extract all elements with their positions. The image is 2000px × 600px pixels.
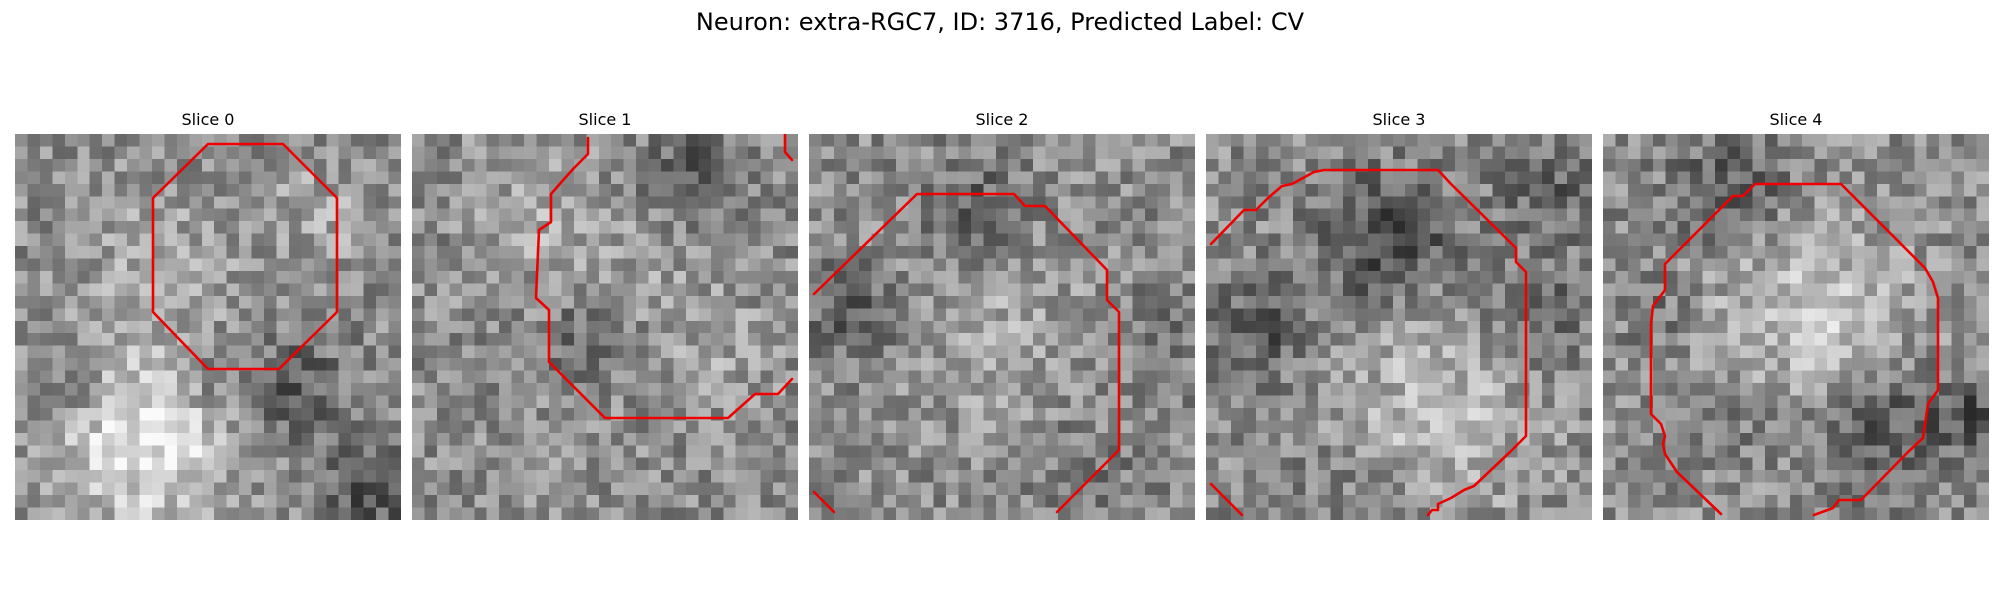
- segmentation-contour: [151, 142, 339, 371]
- figure-title: Neuron: extra-RGC7, ID: 3716, Predicted …: [695, 8, 1305, 36]
- grayscale-patch: [1206, 134, 1592, 520]
- slice-image-0: [15, 134, 401, 520]
- segmentation-contour: [812, 192, 1121, 514]
- slice-image-4: [1603, 134, 1989, 520]
- segmentation-contour: [534, 134, 794, 420]
- slice-panel-3: Slice 3: [1206, 108, 1592, 520]
- grayscale-patch: [412, 134, 798, 520]
- slice-image-2: [809, 134, 1195, 520]
- slice-title: Slice 2: [975, 110, 1029, 129]
- slice-panel-0: Slice 0: [15, 108, 401, 520]
- slice-title: Slice 0: [181, 110, 235, 129]
- slice-image-3: [1206, 134, 1592, 520]
- grayscale-patch: [809, 134, 1195, 520]
- slice-panel-1: Slice 1: [412, 108, 798, 520]
- segmentation-contour: [1649, 182, 1940, 517]
- slice-title: Slice 1: [578, 110, 632, 129]
- slice-title: Slice 3: [1372, 110, 1426, 129]
- segmentation-contour: [1209, 168, 1528, 517]
- slice-panel-2: Slice 2: [809, 108, 1195, 520]
- slice-image-1: [412, 134, 798, 520]
- slice-panel-4: Slice 4: [1603, 108, 1989, 520]
- slice-title: Slice 4: [1769, 110, 1823, 129]
